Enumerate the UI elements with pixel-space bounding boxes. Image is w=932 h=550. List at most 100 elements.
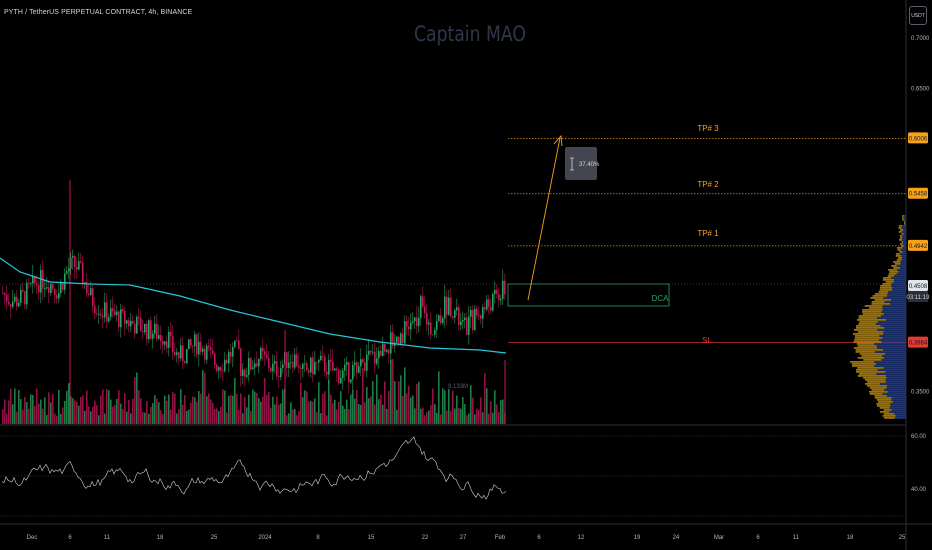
volume-bar — [110, 399, 112, 424]
volume-bar — [196, 401, 198, 424]
candle-body — [458, 307, 460, 325]
candle-body — [356, 362, 358, 373]
profile-bar-down — [891, 397, 906, 399]
volume-bar — [492, 412, 494, 424]
volume-bar — [20, 399, 22, 424]
volume-bar — [320, 413, 322, 424]
candle-body — [480, 315, 482, 319]
profile-bar-down — [881, 341, 906, 343]
candle-body — [50, 283, 52, 293]
profile-bar-down — [875, 323, 906, 325]
profile-bar-down — [902, 251, 906, 253]
candle-body — [114, 310, 116, 316]
candle-body — [202, 348, 204, 352]
volume-bar — [198, 390, 200, 424]
candle-body — [330, 359, 332, 362]
countdown-text: 03:11:19 — [907, 295, 931, 301]
profile-bar-up — [862, 313, 885, 315]
x-axis-tick: Feb — [495, 535, 506, 541]
candle-body — [402, 333, 404, 344]
volume-bar — [432, 388, 434, 424]
candle-body — [456, 307, 458, 311]
volume-bar — [464, 404, 466, 424]
profile-bar-down — [883, 333, 906, 335]
volume-bar — [242, 413, 244, 424]
profile-bar-up — [899, 251, 903, 253]
x-axis-tick: 15 — [368, 535, 375, 541]
volume-bar — [426, 412, 428, 424]
volume-bar — [114, 405, 116, 424]
candle-body — [308, 370, 310, 373]
candle-body — [470, 310, 472, 317]
volume-bar — [378, 399, 380, 424]
volume-bar — [26, 402, 28, 424]
candle-body — [426, 313, 428, 325]
profile-bar-up — [852, 333, 884, 335]
profile-bar-up — [904, 221, 906, 223]
volume-bar — [278, 404, 280, 424]
profile-bar-down — [890, 285, 906, 287]
profile-bar-down — [884, 389, 906, 391]
profile-bar-up — [874, 395, 888, 397]
candle-body — [130, 320, 132, 327]
candle-body — [252, 367, 254, 370]
candle-body — [250, 358, 252, 370]
volume-bar — [42, 408, 44, 424]
profile-bar-up — [880, 411, 890, 413]
candle-body — [454, 310, 456, 318]
candle-body — [58, 293, 60, 299]
price-tag — [908, 132, 928, 144]
candle-body — [30, 283, 32, 284]
profile-bar-down — [891, 299, 906, 301]
candle-body — [46, 287, 48, 289]
candle-body — [194, 334, 196, 347]
volume-bar — [376, 374, 378, 424]
profile-bar-up — [855, 351, 876, 353]
candle-body — [302, 363, 304, 369]
candle-body — [48, 287, 50, 293]
volume-bar — [454, 408, 456, 424]
candle-body — [170, 331, 172, 337]
volume-bar — [46, 414, 48, 424]
volume-bar — [326, 415, 328, 424]
candle-body — [262, 347, 264, 352]
volume-bar — [210, 399, 212, 424]
volume-bar — [396, 409, 398, 424]
price-tag — [908, 280, 928, 291]
candle-body — [388, 350, 390, 354]
volume-bar — [350, 394, 352, 424]
volume-bar — [246, 407, 248, 424]
volume-bar — [372, 381, 374, 424]
profile-bar-down — [891, 409, 906, 411]
profile-bar-up — [858, 317, 878, 319]
candle-body — [232, 347, 234, 357]
x-axis-tick: 6 — [756, 535, 760, 541]
profile-bar-up — [850, 361, 875, 363]
volume-bar — [172, 391, 174, 424]
profile-bar-up — [861, 355, 883, 357]
volume-bar — [48, 392, 50, 424]
profile-bar-up — [876, 403, 891, 405]
level-label: TP# 1 — [697, 229, 719, 238]
x-axis-tick: 8 — [316, 535, 320, 541]
candle-body — [430, 322, 432, 335]
profile-bar-up — [863, 359, 882, 361]
volume-bar — [354, 398, 356, 424]
currency-button[interactable]: USDT — [909, 6, 927, 25]
candle-body — [398, 336, 400, 344]
candle-body — [320, 355, 322, 361]
profile-bar-down — [896, 265, 906, 267]
volume-bar — [288, 413, 290, 424]
candle-body — [440, 315, 442, 323]
candle-body — [324, 356, 326, 372]
volume-bar — [52, 393, 54, 424]
profile-bar-up — [864, 305, 883, 307]
candle-body — [228, 351, 230, 364]
profile-bar-down — [901, 227, 906, 229]
candle-body — [444, 296, 446, 319]
volume-bar — [292, 409, 294, 424]
profile-bar-down — [894, 279, 906, 281]
candle-body — [484, 307, 486, 310]
volume-bar — [240, 393, 242, 424]
